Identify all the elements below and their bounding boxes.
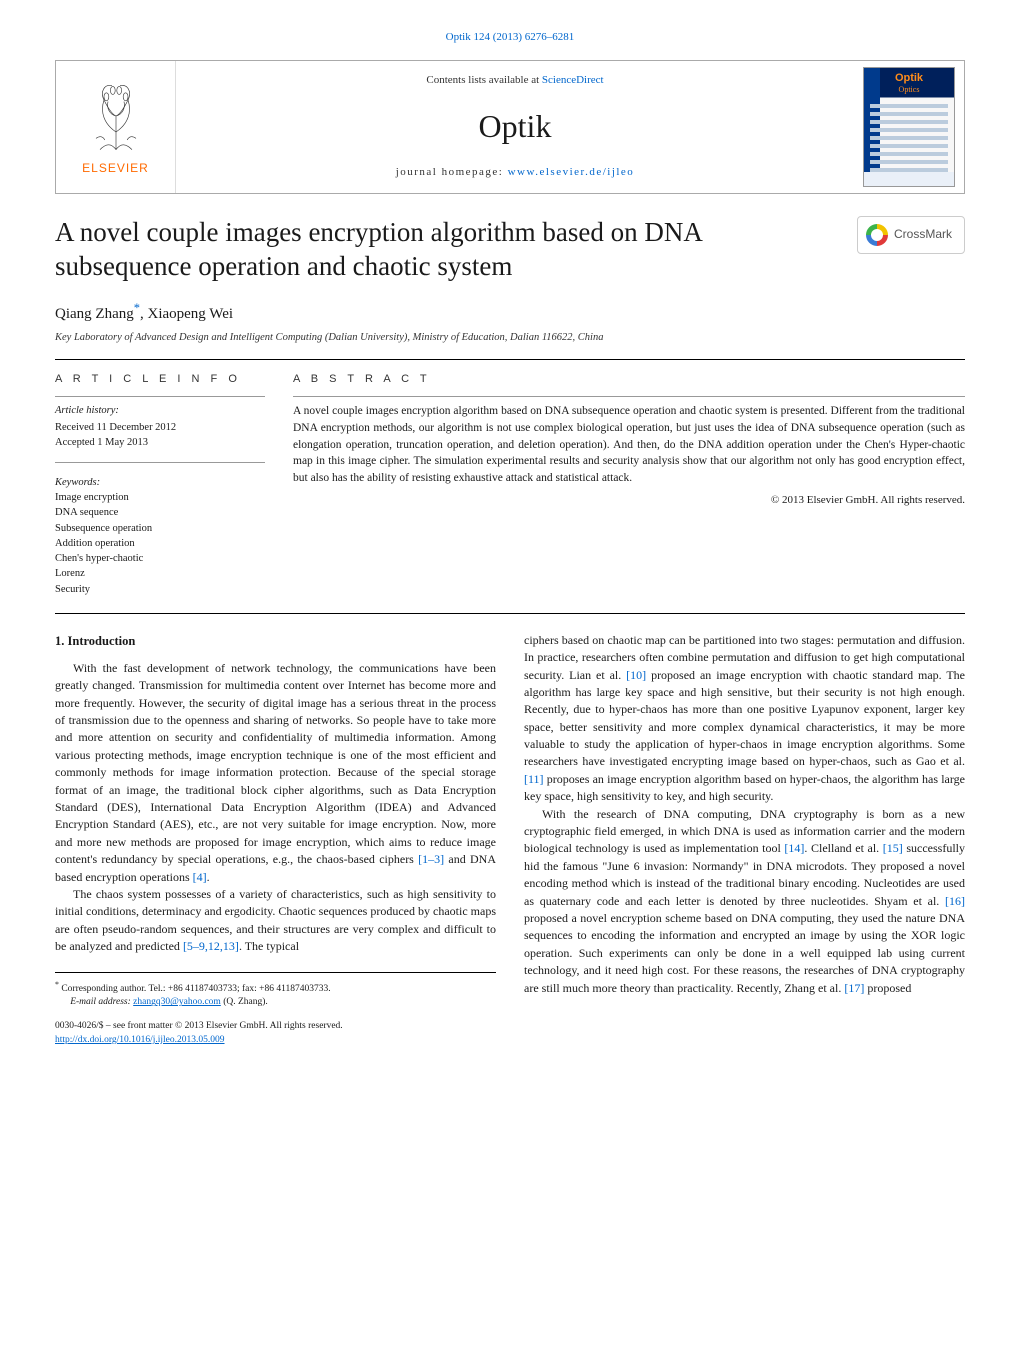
- abstract-heading: A B S T R A C T: [293, 372, 965, 388]
- issn-line: 0030-4026/$ – see front matter © 2013 El…: [55, 1020, 496, 1034]
- keyword: Image encryption: [55, 490, 265, 505]
- rule-bottom: [55, 613, 965, 614]
- article-body: 1. Introduction With the fast developmen…: [55, 632, 965, 1048]
- citation-link[interactable]: [4]: [193, 870, 207, 884]
- keyword: Security: [55, 582, 265, 597]
- citation-link[interactable]: [16]: [945, 894, 965, 908]
- keyword: Subsequence operation: [55, 521, 265, 536]
- body-paragraph: ciphers based on chaotic map can be part…: [524, 632, 965, 806]
- journal-homepage-line: journal homepage: www.elsevier.de/ijleo: [184, 165, 846, 181]
- keyword: Chen's hyper-chaotic: [55, 551, 265, 566]
- affiliation: Key Laboratory of Advanced Design and In…: [55, 330, 965, 345]
- contents-prefix: Contents lists available at: [426, 74, 541, 86]
- citation-link[interactable]: [5–9,12,13]: [183, 939, 239, 953]
- email-suffix: (Q. Zhang).: [221, 997, 268, 1007]
- elsevier-tree-icon: [76, 76, 156, 156]
- corr-mark-footnote: *: [55, 980, 59, 989]
- journal-name: Optik: [184, 103, 846, 149]
- author-2: , Xiaopeng Wei: [140, 306, 233, 322]
- homepage-prefix: journal homepage:: [396, 166, 508, 178]
- corr-author-note: Corresponding author. Tel.: +86 41187403…: [61, 984, 330, 994]
- crossmark-icon: [866, 224, 888, 246]
- journal-cover-thumb: Optik Optics: [854, 61, 964, 193]
- history-label: Article history:: [55, 403, 265, 418]
- citation-link[interactable]: [10]: [626, 668, 646, 682]
- keywords-label: Keywords:: [55, 475, 265, 490]
- citation-link[interactable]: [14]: [784, 841, 804, 855]
- crossmark-label: CrossMark: [894, 226, 952, 243]
- rule-kw: [55, 462, 265, 463]
- contents-available-line: Contents lists available at ScienceDirec…: [184, 73, 846, 89]
- journal-homepage-link[interactable]: www.elsevier.de/ijleo: [508, 166, 635, 178]
- rule-info: [55, 396, 265, 397]
- keyword: DNA sequence: [55, 505, 265, 520]
- publisher-logo: ELSEVIER: [56, 61, 176, 193]
- abstract-text: A novel couple images encryption algorit…: [293, 403, 965, 486]
- body-paragraph: The chaos system possesses of a variety …: [55, 886, 496, 956]
- citation-link[interactable]: [17]: [844, 981, 864, 995]
- keyword: Addition operation: [55, 536, 265, 551]
- footnotes: * Corresponding author. Tel.: +86 411874…: [55, 972, 496, 1048]
- cover-subtitle: Optics: [864, 84, 954, 96]
- abstract-copyright: © 2013 Elsevier GmbH. All rights reserve…: [293, 493, 965, 509]
- email-label: E-mail address:: [70, 997, 133, 1007]
- section-1-heading: 1. Introduction: [55, 632, 496, 650]
- author-1: Qiang Zhang: [55, 306, 134, 322]
- citation-link[interactable]: [11]: [524, 772, 544, 786]
- authors: Qiang Zhang*, Xiaopeng Wei: [55, 299, 965, 326]
- body-paragraph: With the fast development of network tec…: [55, 660, 496, 886]
- citation-link[interactable]: [15]: [883, 841, 903, 855]
- article-title: A novel couple images encryption algorit…: [55, 216, 839, 284]
- keyword: Lorenz: [55, 566, 265, 581]
- email-link[interactable]: zhangq30@yahoo.com: [133, 997, 221, 1007]
- doi-link[interactable]: http://dx.doi.org/10.1016/j.ijleo.2013.0…: [55, 1035, 225, 1045]
- article-info-heading: A R T I C L E I N F O: [55, 372, 265, 388]
- citation-link[interactable]: [1–3]: [418, 852, 444, 866]
- history-accepted: Accepted 1 May 2013: [55, 435, 265, 450]
- body-paragraph: With the research of DNA computing, DNA …: [524, 806, 965, 997]
- journal-masthead: ELSEVIER Contents lists available at Sci…: [55, 60, 965, 194]
- rule-abs: [293, 396, 965, 397]
- crossmark-badge[interactable]: CrossMark: [857, 216, 965, 254]
- publisher-name: ELSEVIER: [82, 160, 149, 177]
- history-received: Received 11 December 2012: [55, 420, 265, 435]
- rule-top: [55, 359, 965, 360]
- sciencedirect-link[interactable]: ScienceDirect: [542, 74, 604, 86]
- running-head: Optik 124 (2013) 6276–6281: [55, 30, 965, 46]
